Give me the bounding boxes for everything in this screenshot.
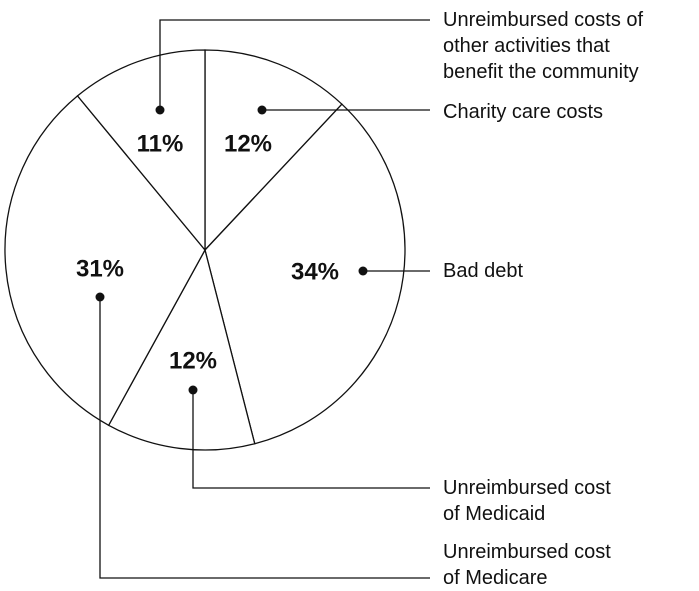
pie-slice [4, 94, 206, 427]
pie-slice [204, 103, 406, 445]
value-label: 31% [76, 255, 124, 282]
leader-dot [95, 292, 105, 302]
pie-slice [76, 49, 206, 252]
value-label: 34% [291, 258, 339, 285]
leader-dot [257, 105, 267, 115]
category-label: Unreimbursed costs of other activities t… [443, 9, 644, 83]
pie-slice [107, 248, 256, 451]
category-label: Bad debt [443, 260, 524, 282]
leader-line [192, 390, 430, 489]
value-label: 12% [224, 130, 272, 157]
category-label: Unreimbursed cost of Medicaid [443, 477, 611, 525]
category-label: Unreimbursed cost of Medicare [443, 541, 611, 589]
leader-line [159, 19, 430, 110]
value-label: 11% [137, 130, 184, 157]
pie-slice [204, 49, 343, 252]
leader-line [99, 297, 430, 579]
category-label: Charity care costs [443, 101, 604, 123]
value-label: 12% [169, 347, 217, 374]
leader-dot [188, 385, 198, 395]
leader-dot [155, 105, 165, 115]
leader-dot [358, 266, 368, 276]
